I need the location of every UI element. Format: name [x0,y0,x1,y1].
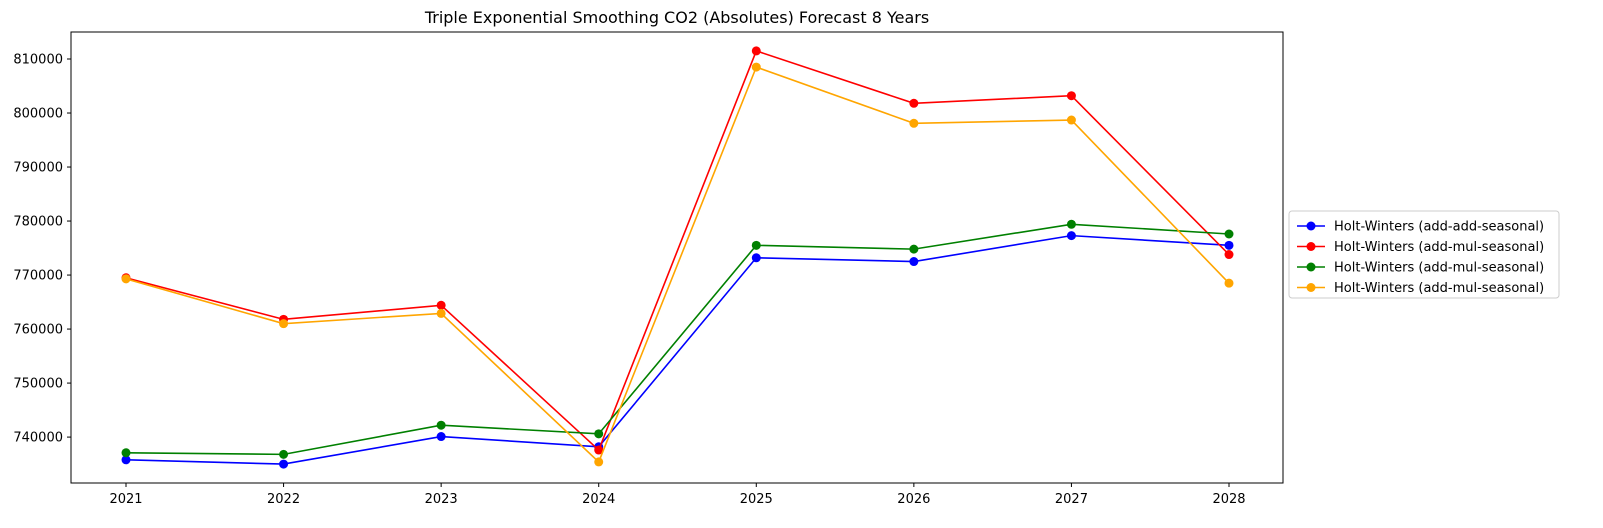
legend: Holt-Winters (add-add-seasonal) Holt-Wint… [1288,210,1560,299]
x-tick-label: 2023 [425,492,458,507]
legend-marker [1306,283,1316,292]
data-point [279,449,289,459]
series-2 [121,46,1234,455]
data-point [1224,229,1234,239]
data-point [909,244,919,254]
x-tick-label: 2024 [582,492,615,507]
data-point [436,432,446,442]
legend-label: Holt-Winters (add-mul-seasonal) [1334,261,1544,276]
y-tick-label: 750000 [13,377,63,392]
series-1 [121,231,1234,469]
data-point [751,240,761,250]
y-tick-label: 760000 [13,323,63,338]
y-tick-label: 800000 [13,107,63,122]
legend-label: Holt-Winters (add-add-seasonal) [1334,220,1544,235]
series-3 [121,219,1234,459]
legend-box [1288,210,1560,299]
series-line [125,49,1230,452]
x-tick-label: 2028 [1212,492,1245,507]
legend-marker [1306,262,1316,272]
data-point [121,455,131,465]
series-line [125,234,1230,465]
x-tick-label: 2025 [740,492,773,507]
legend-marker [1306,221,1316,231]
data-point [279,319,289,329]
data-point [1066,115,1076,125]
data-point [436,300,446,310]
y-axis: 740000 750000 760000 770000 780000 790000 8000… [13,53,71,446]
legend-entry: Holt-Winters (add-add-seasonal) [1297,220,1544,235]
series-4 [121,62,1234,467]
x-tick-label: 2022 [267,492,300,507]
legend-entry: Holt-Winters (add-mul-seasonal) [1297,281,1544,296]
chart-title: Triple Exponential Smoothing CO2 (Absolu… [424,8,929,27]
x-tick-label: 2027 [1055,492,1088,507]
data-point [436,420,446,430]
plot-area [70,31,1284,484]
data-point [1066,91,1076,101]
legend-marker [1306,242,1316,251]
data-point [279,459,289,469]
data-point [594,445,604,455]
data-point [121,274,131,284]
data-point [1224,250,1234,260]
data-point [751,62,761,72]
y-tick-label: 790000 [13,161,63,176]
legend-entry: Holt-Winters (add-mul-seasonal) [1297,261,1544,276]
y-tick-label: 740000 [13,431,63,446]
data-point [909,98,919,108]
legend-entry: Holt-Winters (add-mul-seasonal) [1297,240,1544,255]
data-point [1066,231,1076,241]
legend-label: Holt-Winters (add-mul-seasonal) [1334,281,1544,296]
data-point [909,118,919,128]
data-point [121,448,131,458]
series-line [125,223,1230,456]
data-point [594,429,604,439]
data-point [751,253,761,263]
x-axis: 2021 2022 2023 2024 2025 2026 2027 2028 [109,483,1246,507]
y-tick-label: 780000 [13,215,63,230]
series-line [125,66,1230,464]
data-point [436,308,446,318]
x-tick-label: 2026 [897,492,930,507]
data-point [1066,219,1076,229]
data-point [1224,240,1234,250]
series-layer [121,46,1234,469]
y-tick-label: 770000 [13,269,63,284]
data-point [1224,278,1234,288]
data-point [909,257,919,267]
data-point [594,457,604,467]
data-point [751,46,761,56]
x-tick-label: 2021 [109,492,142,507]
y-tick-label: 810000 [13,53,63,68]
legend-label: Holt-Winters (add-mul-seasonal) [1334,240,1544,255]
